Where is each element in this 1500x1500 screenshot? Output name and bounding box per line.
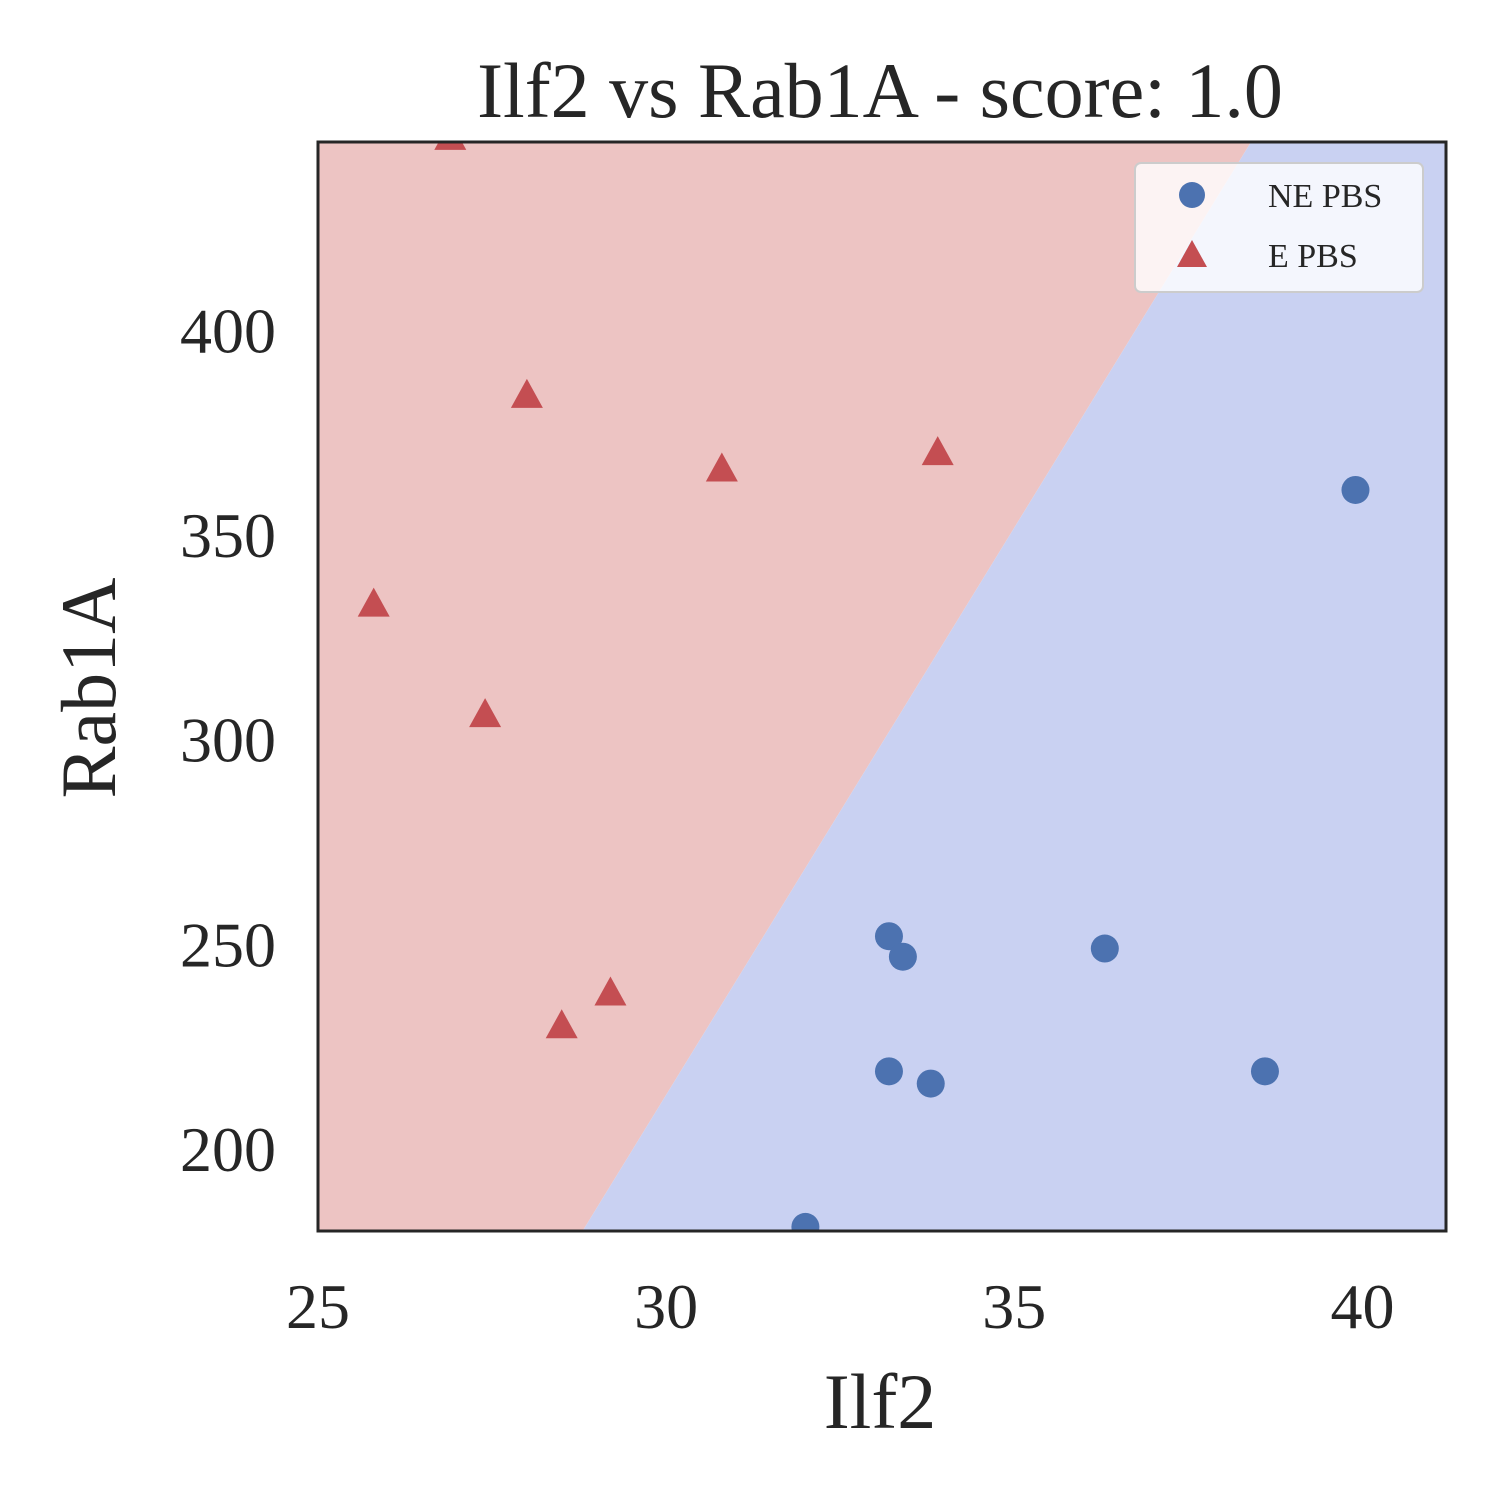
y-tick-label-350: 350 [180,500,276,571]
point-ne-pbs-2 [874,922,903,951]
legend-label-e-pbs: E PBS [1268,238,1358,275]
point-e-pbs-6 [921,436,954,466]
point-ne-pbs-6 [916,1069,945,1098]
x-tick-label-35: 35 [982,1271,1046,1342]
point-e-pbs-2 [357,587,390,617]
plot-frame [316,140,1448,1233]
y-tick-label-400: 400 [180,295,276,366]
point-ne-pbs-1 [791,1212,820,1231]
point-ne-pbs-7 [1250,1057,1279,1086]
point-ne-pbs-8 [1341,475,1370,504]
x-tick-label-40: 40 [1330,1271,1394,1342]
y-tick-label-300: 300 [180,705,276,776]
x-tick-label-25: 25 [286,1271,350,1342]
point-e-pbs-1 [434,142,467,150]
x-axis-ticks: 25 30 35 40 [286,1271,1394,1342]
legend-marker-ne-pbs [1179,182,1205,208]
x-axis-label: Ilf2 [824,1358,937,1445]
point-e-pbs-5 [705,452,738,482]
point-ne-pbs-4 [1090,934,1119,963]
region-e-pbs [318,142,1252,1231]
y-tick-label-250: 250 [180,909,276,980]
point-e-pbs-8 [594,976,627,1006]
legend: NE PBS E PBS [1134,162,1424,293]
point-e-pbs-7 [545,1009,578,1039]
region-ne-pbs [582,142,1446,1231]
data-points [357,142,1370,1231]
point-ne-pbs-3 [888,942,917,971]
x-tick-label-30: 30 [634,1271,698,1342]
y-axis-label: Rab1A [45,578,132,799]
point-e-pbs-4 [469,698,502,728]
y-axis-ticks: 200 250 300 350 400 [180,295,276,1185]
point-ne-pbs-5 [874,1057,903,1086]
chart-title: Ilf2 vs Rab1A - score: 1.0 [477,47,1283,134]
point-e-pbs-3 [510,378,543,408]
legend-box [1134,162,1424,293]
y-tick-label-200: 200 [180,1114,276,1185]
legend-marker-e-pbs [1177,240,1207,267]
legend-label-ne-pbs: NE PBS [1268,178,1382,215]
